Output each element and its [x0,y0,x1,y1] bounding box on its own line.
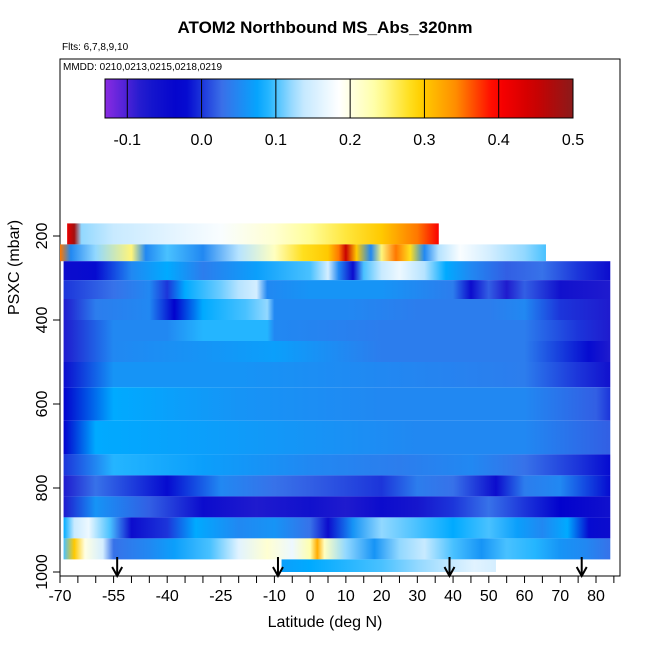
heatmap-row [63,475,611,497]
heatmap-row [63,341,611,362]
heatmap-row [63,517,611,539]
heatmap-row [63,496,611,518]
heatmap-row [63,387,611,421]
profile-arrow [443,557,456,579]
mmdd-label: MMDD: 0210,0213,0215,0218,0219 [63,62,223,73]
x-tick-label: 80 [587,588,605,605]
heatmap-row [281,559,496,572]
heatmap-row [63,280,611,299]
colorbar-tick-label: 0.1 [265,132,287,149]
profile-arrow [575,557,588,579]
x-tick-label: -40 [156,588,179,605]
y-axis: 200 400 600 800 1000 [34,223,60,590]
y-tick-label: 800 [34,475,51,502]
colorbar-gradient [104,78,574,119]
colorbar-tick-label: 0.2 [339,132,361,149]
x-tick-label: -55 [102,588,125,605]
profile-arrow [272,557,284,579]
x-tick-label: 20 [373,588,391,605]
heatmap-row [63,538,611,560]
heatmap-row [63,261,611,281]
profile-arrows [111,557,588,579]
colorbar-tick-label: 0.3 [413,132,435,149]
x-tick-label: -10 [263,588,286,605]
colorbar-tick-label: 0.4 [488,132,510,149]
x-tick-label: 30 [408,588,426,605]
x-tick-label: 40 [444,588,462,605]
colorbar-tick-label: -0.1 [113,132,141,149]
x-axis: -70 -55 -40 -25 -10 0 10 20 30 40 50 60 70 80 [48,576,615,605]
x-axis-label: Latitude (deg N) [267,614,383,631]
colorbar-tick-label: 0.0 [190,132,212,149]
heatmap-row [63,454,611,476]
heatmap-row [63,299,611,320]
y-tick-label: 200 [34,223,51,250]
x-tick-label: -70 [48,588,71,605]
heatmap-row [63,320,611,341]
heatmap-row [63,362,611,388]
y-tick-label: 1000 [34,554,51,590]
x-tick-label: 10 [337,588,355,605]
y-tick-label: 400 [34,307,51,334]
x-tick-label: -25 [209,588,232,605]
x-tick-label: 50 [480,588,498,605]
colorbar: -0.1 0.0 0.1 0.2 0.3 0.4 0.5 [104,78,584,149]
chart-title: ATOM2 Northbound MS_Abs_320nm [177,18,473,37]
heatmap-row [63,420,611,455]
x-tick-label: 60 [516,588,534,605]
x-tick-label: 70 [551,588,569,605]
profile-arrow [111,557,124,579]
flights-label: Flts: 6,7,8,9,10 [62,42,129,53]
heatmap-row [60,244,546,262]
heatmap-row [67,223,439,245]
x-tick-label: 0 [306,588,315,605]
plot-frame [59,58,621,577]
y-tick-label: 600 [34,391,51,418]
heatmap-rows [60,223,611,572]
colorbar-tick-label: 0.5 [562,132,584,149]
